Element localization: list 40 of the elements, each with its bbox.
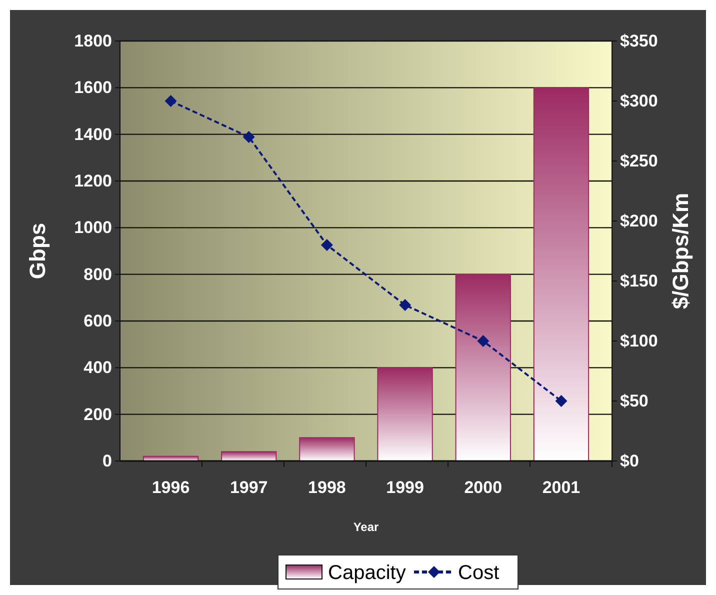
bar	[221, 451, 277, 462]
bar	[533, 87, 590, 462]
y2-tick-label: $0	[620, 452, 639, 470]
x-tick-label: 1999	[386, 478, 424, 497]
point	[164, 95, 177, 107]
y-tick-label: 1800	[74, 32, 112, 50]
legend-label: Capacity	[328, 562, 406, 584]
legend-label: Cost	[458, 562, 500, 584]
bar	[299, 437, 355, 462]
point	[555, 395, 568, 407]
y-tick-label: 1600	[74, 78, 112, 98]
point	[242, 131, 255, 143]
x-tick-label: 2001	[542, 478, 580, 497]
y2-tick-label: $300	[620, 92, 658, 110]
bar	[377, 367, 433, 462]
y2-tick-label: $200	[620, 212, 658, 230]
y-tick-label: 400	[84, 358, 112, 378]
y2-tick-label: $100	[620, 332, 658, 350]
point	[399, 299, 412, 311]
x-axis-title: Year	[353, 520, 380, 534]
y-tick-label: 1000	[74, 218, 112, 238]
y2-tick-label: $150	[620, 272, 658, 290]
point	[320, 239, 333, 251]
x-tick-label: 2000	[464, 478, 502, 497]
y-tick-label: 1200	[74, 172, 112, 190]
point	[477, 335, 490, 347]
y-axis-title: Gbps	[25, 222, 50, 280]
y-tick-label: 0	[102, 452, 112, 470]
y2-tick-label: $50	[620, 392, 648, 410]
x-tick-label: 1996	[152, 478, 190, 497]
y-tick-label: 600	[84, 312, 112, 330]
y2-axis-title: $/Gbps/Km	[668, 192, 693, 310]
y-tick-label: 200	[84, 404, 112, 424]
x-tick-label: 1997	[230, 478, 268, 497]
y-tick-label: 1400	[74, 124, 112, 144]
y-tick-label: 800	[84, 264, 112, 284]
y2-tick-label: $350	[620, 32, 658, 50]
x-tick-label: 1998	[308, 478, 346, 497]
y2-tick-label: $250	[620, 152, 658, 170]
bar	[455, 274, 511, 462]
